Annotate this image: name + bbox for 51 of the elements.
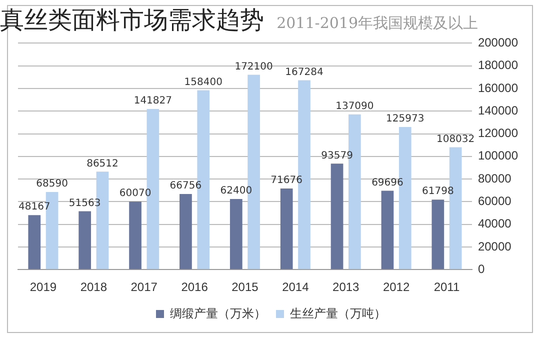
data-label: 51563 xyxy=(68,198,101,209)
bar xyxy=(330,164,344,270)
x-tick-label: 2018 xyxy=(80,280,108,294)
x-tick-label: 2013 xyxy=(332,280,360,294)
data-label: 69696 xyxy=(372,177,404,188)
x-tick-label: 2017 xyxy=(130,280,158,294)
x-tick-label: 2012 xyxy=(382,280,410,294)
x-tick-label: 2014 xyxy=(282,280,310,294)
data-label: 86512 xyxy=(86,158,118,170)
y-tick-label: 60000 xyxy=(478,194,512,208)
data-label: 62400 xyxy=(220,186,252,197)
y-tick-label: 80000 xyxy=(478,171,512,186)
bar xyxy=(230,198,242,270)
data-label: 93579 xyxy=(321,150,353,162)
legend-label: 绸缎产量（万米） xyxy=(170,306,266,320)
legend-label: 生丝产量（万吨） xyxy=(290,306,386,320)
chart-subtitle: 2011-2019年我国规模及以上 xyxy=(276,14,478,33)
bar xyxy=(280,188,293,270)
y-tick-label: 0 xyxy=(478,262,485,276)
bar xyxy=(180,194,192,270)
data-label: 167284 xyxy=(285,66,324,78)
x-tick-label: 2011 xyxy=(434,280,460,294)
y-tick-label: 20000 xyxy=(478,239,512,254)
y-tick-label: 180000 xyxy=(478,58,518,72)
bar xyxy=(129,202,142,270)
data-label: 141827 xyxy=(134,96,172,107)
data-label: 68590 xyxy=(36,178,68,190)
y-tick-label: 200000 xyxy=(478,36,518,50)
data-label: 137090 xyxy=(336,101,374,112)
data-label: 71676 xyxy=(270,175,302,186)
x-tick-label: 2019 xyxy=(30,280,57,294)
bar xyxy=(28,215,41,270)
data-label: 125973 xyxy=(386,114,424,125)
y-tick-label: 40000 xyxy=(478,216,512,231)
y-tick-label: 120000 xyxy=(478,126,518,140)
y-tick-label: 100000 xyxy=(478,148,518,163)
bar xyxy=(381,190,394,270)
x-tick-label: 2016 xyxy=(181,280,208,294)
y-tick-label: 160000 xyxy=(478,80,518,95)
data-label: 48167 xyxy=(18,202,50,213)
bar xyxy=(432,200,444,270)
chart-title: 真丝类面料市场需求趋势 xyxy=(0,5,264,36)
data-label: 158400 xyxy=(184,76,222,88)
data-label: 60070 xyxy=(119,188,152,200)
y-tick-label: 140000 xyxy=(478,103,518,118)
bar xyxy=(78,211,92,270)
x-tick-label: 2015 xyxy=(232,280,259,294)
data-label: 108032 xyxy=(436,134,475,145)
data-label: 172100 xyxy=(234,61,273,72)
data-label: 61798 xyxy=(422,186,454,198)
data-label: 66756 xyxy=(170,180,202,192)
